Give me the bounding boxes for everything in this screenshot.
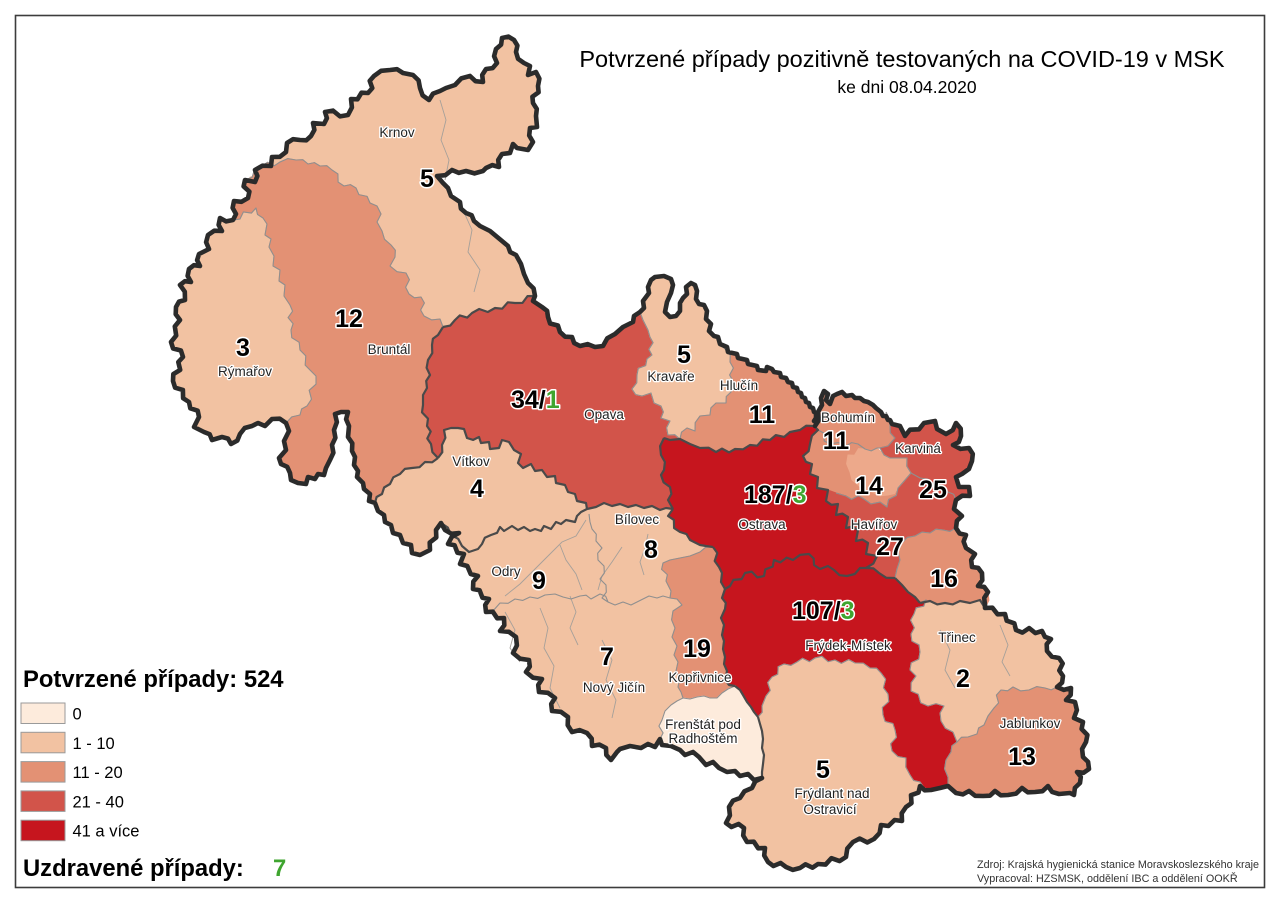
svg-text:5: 5 [677,341,691,369]
svg-text:16: 16 [930,565,958,593]
svg-text:Potvrzené případy: 524: Potvrzené případy: 524 [23,666,284,693]
svg-text:Zdroj: Krajská hygienická stan: Zdroj: Krajská hygienická stanice Moravs… [977,859,1259,871]
svg-text:Jablunkov: Jablunkov [1000,716,1061,731]
svg-text:7: 7 [273,855,286,882]
svg-text:5: 5 [420,165,434,193]
svg-text:Uzdravené případy:: Uzdravené případy: [23,855,244,882]
svg-text:34/1: 34/1 [511,386,560,414]
svg-text:Krnov: Krnov [379,125,415,140]
svg-text:Rýmařov: Rýmařov [218,364,272,379]
svg-text:1 - 10: 1 - 10 [73,735,115,753]
svg-text:5: 5 [816,756,830,784]
svg-text:Frenštát pod: Frenštát pod [665,717,741,732]
svg-text:Odry: Odry [491,564,521,579]
svg-text:25: 25 [919,476,947,504]
svg-text:Vítkov: Vítkov [452,454,490,469]
svg-text:2: 2 [956,665,970,693]
svg-text:ke dni 08.04.2020: ke dni 08.04.2020 [837,77,976,97]
svg-text:Radhoštěm: Radhoštěm [668,731,737,746]
svg-text:12: 12 [335,305,363,333]
svg-text:11 - 20: 11 - 20 [73,764,123,782]
svg-text:Vypracoval: HZSMSK, oddělení I: Vypracoval: HZSMSK, oddělení IBC a odděl… [977,872,1238,885]
svg-text:Ostrava: Ostrava [738,517,786,532]
svg-text:Havířov: Havířov [851,517,898,532]
svg-text:Opava: Opava [584,407,624,422]
svg-text:21 - 40: 21 - 40 [73,793,124,811]
svg-text:Třinec: Třinec [938,630,976,645]
svg-text:Nový Jičín: Nový Jičín [583,680,645,695]
svg-text:11: 11 [823,427,850,455]
svg-text:27: 27 [876,533,904,561]
svg-text:Hlučín: Hlučín [720,378,758,393]
svg-text:Karviná: Karviná [895,441,941,456]
svg-text:41 a více: 41 a více [73,823,140,841]
svg-text:19: 19 [683,635,711,663]
svg-text:Frýdlant nad: Frýdlant nad [794,786,869,801]
svg-text:13: 13 [1008,743,1036,771]
svg-text:Frýdek-Místek: Frýdek-Místek [805,638,891,653]
svg-text:Kravaře: Kravaře [647,369,694,384]
svg-text:Kopřivnice: Kopřivnice [668,670,731,685]
svg-text:187/3: 187/3 [744,481,807,509]
svg-text:8: 8 [644,536,658,564]
svg-text:Potvrzené případy pozitivně te: Potvrzené případy pozitivně testovaných … [579,46,1225,72]
svg-text:7: 7 [600,643,614,671]
svg-text:4: 4 [470,475,484,503]
svg-text:3: 3 [236,334,250,362]
svg-text:Bohumín: Bohumín [821,410,875,425]
svg-text:Ostravicí: Ostravicí [803,802,857,817]
svg-text:9: 9 [532,567,546,595]
svg-text:14: 14 [855,472,883,500]
svg-text:Bruntál: Bruntál [368,342,411,357]
svg-text:Bílovec: Bílovec [615,512,660,527]
svg-text:11: 11 [749,401,776,429]
svg-text:0: 0 [73,706,82,724]
svg-text:107/3: 107/3 [792,597,855,625]
